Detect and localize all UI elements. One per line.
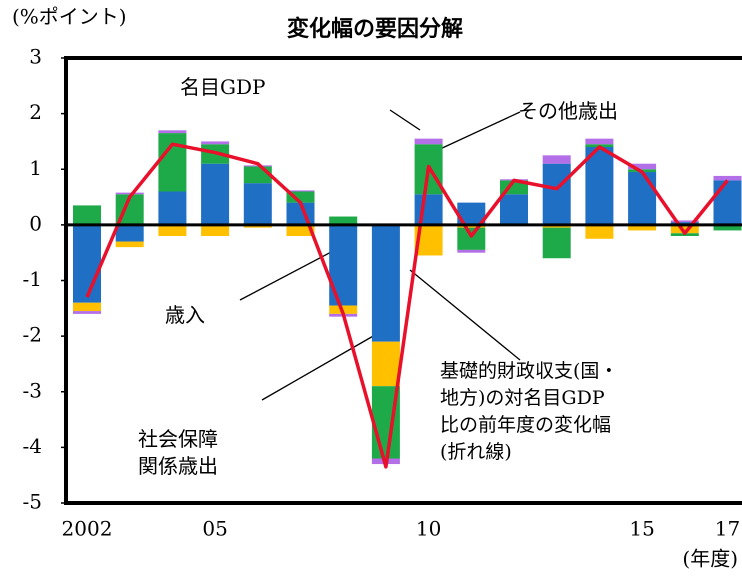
plot-frame: [64, 56, 742, 505]
bar-segment: [457, 202, 486, 225]
bar-segment: [73, 205, 101, 225]
x-tick-label: 17: [715, 517, 740, 541]
bar-segment: [329, 216, 358, 225]
bar-segment: [371, 341, 400, 387]
bar-segment: [585, 147, 614, 225]
bar-segment: [243, 183, 272, 225]
bar-segment: [73, 302, 101, 312]
bar-segment: [628, 163, 657, 170]
y-tick-label: 0: [29, 211, 42, 235]
bar-segment: [500, 194, 528, 225]
y-tick-label: -2: [23, 323, 42, 347]
bar-segment: [542, 163, 571, 225]
y-tick-label: 2: [29, 100, 42, 124]
bar-segment: [158, 191, 187, 225]
x-tick-label: 2002: [62, 517, 113, 541]
annotation: 歳入: [165, 303, 205, 327]
annotation: 社会保障 関係歳出: [138, 427, 218, 478]
bar-segment: [329, 224, 358, 306]
bar-segment: [670, 224, 699, 234]
annotation: その他歳出: [518, 99, 618, 123]
bar-segment: [628, 224, 657, 231]
bar-segment: [457, 227, 486, 250]
bar-segment: [542, 227, 571, 259]
bar-segment: [542, 155, 571, 164]
bar-segment: [713, 225, 742, 231]
y-tick-label: -4: [23, 434, 42, 458]
bar-segment: [73, 224, 101, 303]
y-tick-label: -1: [23, 267, 42, 291]
bar-segment: [414, 138, 443, 145]
bar-segment: [286, 224, 315, 236]
bar-segment: [201, 141, 230, 145]
x-tick-label: 05: [202, 517, 227, 541]
bar-segment: [158, 133, 187, 192]
bar-segment: [201, 224, 230, 236]
bar-segment: [414, 194, 443, 225]
y-axis-label: (%ポイント): [12, 5, 127, 29]
chart-title: 変化幅の要因分解: [287, 16, 463, 42]
y-tick-label: 3: [29, 45, 42, 69]
x-axis-label: (年度): [682, 547, 738, 571]
line-series: [85, 142, 729, 469]
x-tick-label: 10: [416, 517, 441, 541]
y-tick-label: 1: [29, 156, 42, 180]
y-tick-label: -5: [23, 490, 42, 514]
bar-segment: [713, 180, 742, 225]
bar-segment: [585, 224, 614, 239]
bar-segment: [286, 190, 315, 192]
annotation: 名目GDP: [180, 75, 266, 99]
bar-segment: [585, 138, 614, 145]
bar-segment: [115, 241, 144, 248]
bar-segment: [115, 224, 144, 242]
bar-segment: [286, 191, 315, 203]
bar-segment: [158, 224, 187, 236]
bar-segment: [73, 311, 101, 314]
annotation: 基礎的財政収支(国・ 地方)の対名目GDP 比の前年度の変化幅 (折れ線): [440, 360, 619, 463]
bar-segment: [371, 224, 400, 342]
bar-segment: [457, 249, 486, 253]
bar-segment: [628, 172, 657, 225]
bar-segment: [201, 163, 230, 225]
y-tick-label: -3: [23, 378, 42, 402]
bar-segment: [713, 175, 742, 181]
arrows: [239, 109, 521, 401]
x-tick-label: 15: [629, 517, 654, 541]
bar-segment: [670, 220, 699, 223]
bar-segment: [115, 192, 144, 195]
bar-segment: [158, 130, 187, 134]
